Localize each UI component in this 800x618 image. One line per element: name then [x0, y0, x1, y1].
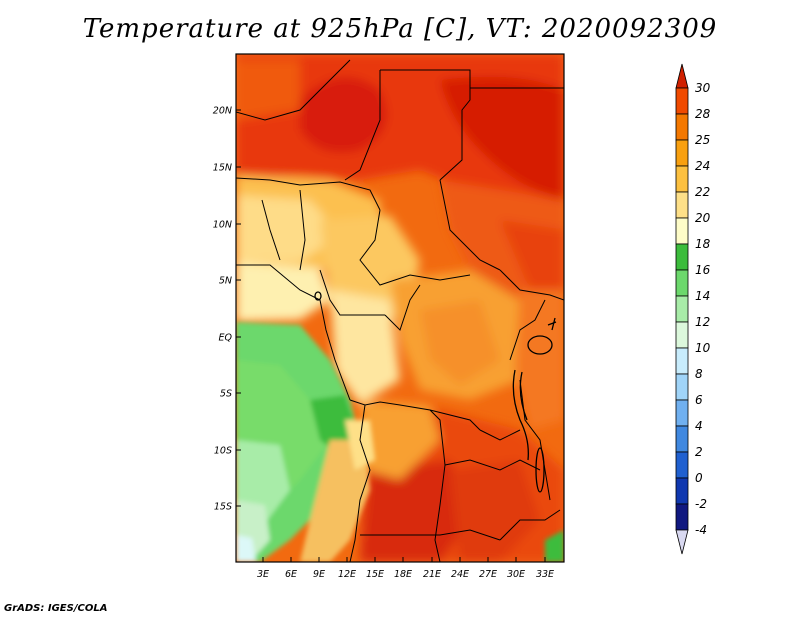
credit-label: GrADS: IGES/COLA — [4, 603, 108, 614]
longitude-axis: 3E 6E 9E 12E 15E 18E 21E 24E 27E 30E 33E — [257, 557, 554, 580]
colorbar-swatch — [675, 503, 689, 531]
temperature-field — [236, 54, 564, 562]
colorbar-label: 10 — [695, 341, 711, 355]
lat-label: 5S — [220, 389, 232, 400]
colorbar-swatch — [675, 347, 689, 375]
lon-label: 33E — [536, 569, 554, 580]
lat-label: 15N — [213, 163, 232, 174]
colorbar-label: 30 — [695, 81, 711, 95]
colorbar-label: 12 — [695, 315, 710, 329]
lat-label: 10N — [213, 220, 232, 231]
lat-label: 5N — [219, 276, 232, 287]
colorbar-label: -2 — [695, 497, 707, 511]
country-borders — [236, 59, 564, 562]
lon-label: 30E — [507, 569, 525, 580]
colorbar-label: 25 — [695, 133, 710, 147]
colorbar-swatch — [675, 269, 689, 297]
lon-label: 24E — [451, 569, 469, 580]
lat-label: 20N — [213, 106, 232, 117]
colorbar-swatch — [675, 451, 689, 479]
lat-label: 15S — [214, 502, 232, 513]
colorbar-swatch — [675, 217, 689, 245]
map-title: Temperature at 925hPa [C], VT: 202009230… — [82, 14, 718, 44]
map-frame — [235, 53, 565, 563]
colorbar-swatch — [675, 139, 689, 167]
lon-label: 12E — [338, 569, 356, 580]
lon-label: 6E — [285, 569, 297, 580]
lon-label: 21E — [423, 569, 441, 580]
colorbar-swatch — [675, 165, 689, 193]
latitude-axis: 20N 15N 10N 5N EQ 5S 10S 15S — [213, 106, 241, 513]
colorbar-label: 24 — [695, 159, 710, 173]
colorbar-swatch — [675, 243, 689, 271]
lat-label: 10S — [214, 446, 232, 457]
colorbar-label: 2 — [695, 445, 703, 459]
colorbar-label: 22 — [695, 185, 710, 199]
lon-label: 9E — [313, 569, 325, 580]
colorbar-label: 0 — [695, 471, 703, 485]
colorbar-label: 14 — [695, 289, 710, 303]
colorbar-bottom-arrow — [675, 529, 689, 555]
colorbar-label: 4 — [695, 419, 703, 433]
colorbar-swatch — [675, 87, 689, 115]
colorbar-label: 16 — [695, 263, 711, 277]
colorbar-swatch — [675, 373, 689, 401]
colorbar-label: 6 — [695, 393, 703, 407]
colorbar-label: 8 — [695, 367, 703, 381]
colorbar-label: 18 — [695, 237, 711, 251]
colorbar-label: 28 — [695, 107, 711, 121]
colorbar-swatch — [675, 295, 689, 323]
colorbar-label: 20 — [695, 211, 711, 225]
lon-label: 3E — [257, 569, 269, 580]
colorbar-swatch — [675, 191, 689, 219]
lon-label: 18E — [394, 569, 412, 580]
colorbar-swatch — [675, 477, 689, 505]
lon-label: 27E — [479, 569, 497, 580]
colorbar-top-arrow — [675, 63, 689, 89]
colorbar-swatch — [675, 399, 689, 427]
colorbar-swatch — [675, 113, 689, 141]
lon-label: 15E — [366, 569, 384, 580]
lakes — [314, 291, 557, 493]
colorbar-label: -4 — [695, 523, 707, 537]
colorbar-swatch — [675, 425, 689, 453]
colorbar-swatch — [675, 321, 689, 349]
lat-label: EQ — [219, 333, 233, 344]
